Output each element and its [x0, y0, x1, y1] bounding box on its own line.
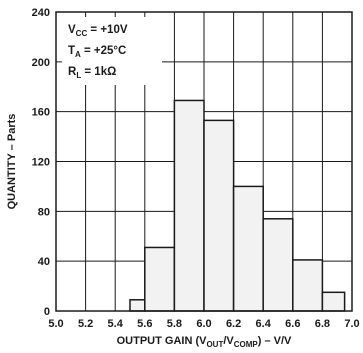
- x-tick-label: 5.8: [167, 318, 182, 330]
- condition-line: TA = +25°C: [68, 45, 126, 59]
- y-tick-label: 40: [38, 256, 50, 268]
- y-tick-label: 200: [32, 57, 50, 69]
- y-axis-title: QUANTITY – Parts: [6, 114, 18, 210]
- histogram-bars: [129, 99, 346, 312]
- histogram-bar: [144, 246, 176, 312]
- x-tick-label: 5.2: [78, 318, 93, 330]
- condition-line: VCC = +10V: [68, 24, 128, 38]
- x-tick-label: 5.4: [108, 318, 124, 330]
- x-tick-label: 6.0: [196, 318, 211, 330]
- histogram-bar: [232, 185, 264, 312]
- plot-frame: [55, 11, 353, 312]
- histogram-bar: [129, 299, 146, 312]
- x-axis-title: OUTPUT GAIN (VOUT/VCOMP) – V/V: [117, 335, 292, 349]
- histogram-bar: [262, 218, 294, 312]
- x-tick-label: 6.2: [226, 318, 241, 330]
- y-tick-label: 160: [32, 107, 50, 119]
- condition-line: RL = 1kΩ: [68, 66, 116, 80]
- x-tick-label: 6.8: [315, 318, 330, 330]
- histogram-bar: [321, 291, 346, 312]
- y-tick-label: 0: [44, 306, 50, 318]
- conditions-background: [62, 17, 162, 85]
- x-tick-label: 5.6: [137, 318, 152, 330]
- histogram-bar: [173, 99, 205, 312]
- y-tick-label: 240: [32, 7, 50, 19]
- x-tick-labels: 5.0 5.2 5.4 5.6 5.8 6.0 6.2 6.4 6.6 6.8 7.0: [48, 318, 359, 330]
- y-tick-label: 80: [38, 206, 50, 218]
- histogram-bar: [292, 259, 324, 312]
- x-tick-label: 7.0: [344, 318, 359, 330]
- test-conditions: VCC = +10V TA = +25°C RL = 1kΩ: [62, 17, 162, 85]
- x-tick-label: 5.0: [48, 318, 63, 330]
- y-tick-labels: 0 40 80 120 160 200 240: [32, 7, 50, 318]
- x-tick-label: 6.6: [285, 318, 300, 330]
- y-tick-label: 120: [32, 157, 50, 169]
- histogram-bar: [203, 119, 235, 312]
- x-tick-label: 6.4: [256, 318, 272, 330]
